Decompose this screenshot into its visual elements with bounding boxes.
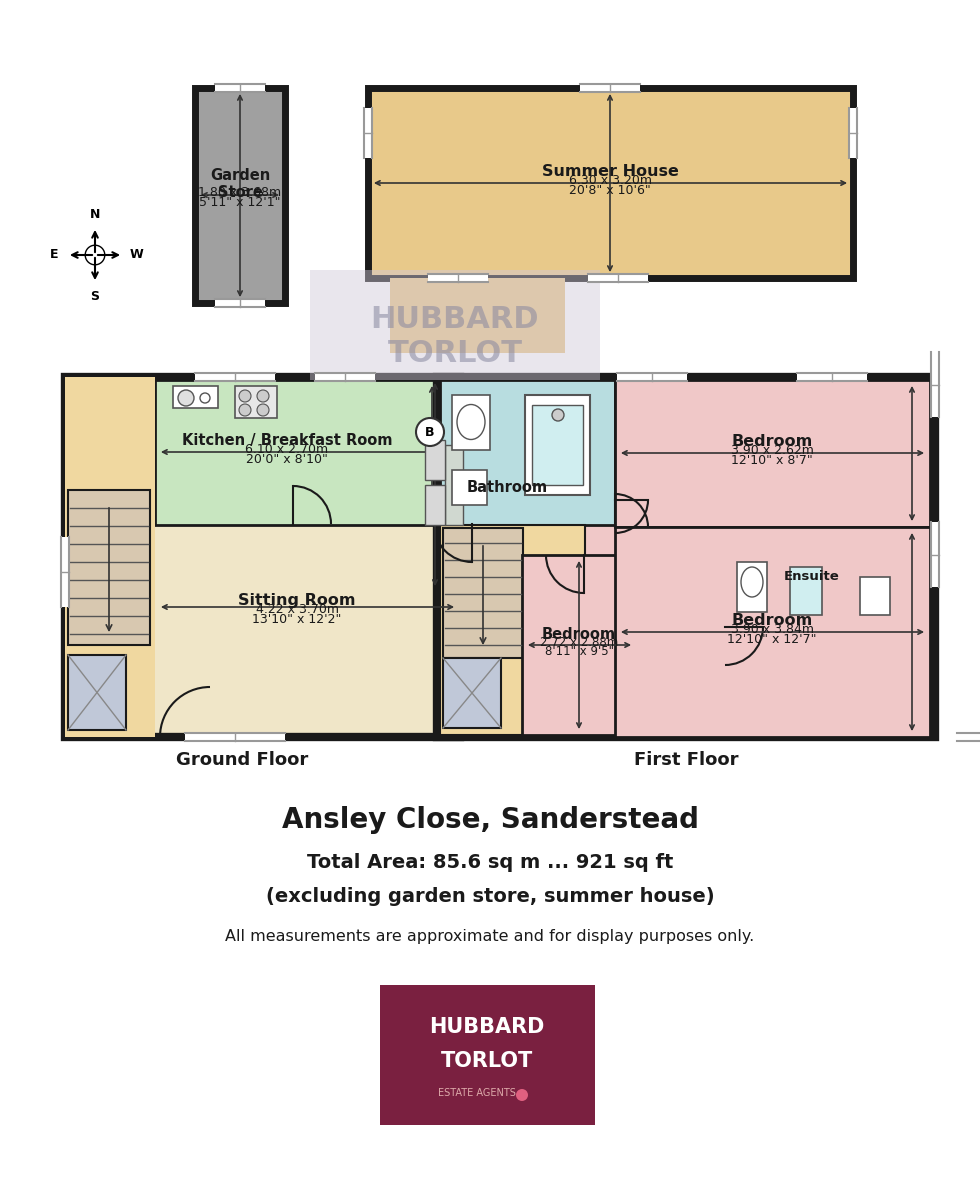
- Text: 13'10" x 12'2": 13'10" x 12'2": [252, 613, 342, 626]
- Bar: [235, 385, 277, 417]
- Bar: [452, 395, 490, 449]
- Text: First Floor: First Floor: [634, 751, 738, 769]
- Bar: [215, 84, 265, 93]
- Bar: [364, 108, 372, 158]
- Bar: [931, 352, 939, 417]
- Bar: [617, 374, 687, 381]
- Bar: [443, 658, 501, 728]
- Bar: [957, 733, 980, 741]
- Text: Bedroom: Bedroom: [731, 613, 812, 629]
- Text: Ansley Close, Sanderstead: Ansley Close, Sanderstead: [281, 806, 699, 834]
- Ellipse shape: [741, 567, 763, 597]
- Text: Garden
Store: Garden Store: [210, 167, 270, 200]
- Bar: [615, 527, 930, 737]
- Bar: [440, 525, 585, 735]
- Bar: [452, 470, 487, 505]
- Text: B: B: [425, 426, 435, 439]
- Bar: [65, 377, 460, 737]
- Bar: [725, 527, 930, 627]
- Text: N: N: [90, 208, 100, 221]
- Circle shape: [257, 404, 269, 416]
- Text: 12'10" x 12'7": 12'10" x 12'7": [727, 633, 816, 646]
- Text: 4.22 x 3.70m: 4.22 x 3.70m: [256, 604, 338, 617]
- Text: TORLOT: TORLOT: [387, 338, 522, 368]
- Text: Bathroom: Bathroom: [466, 480, 548, 496]
- Bar: [522, 555, 637, 735]
- Text: S: S: [90, 289, 100, 302]
- Bar: [437, 377, 935, 737]
- FancyBboxPatch shape: [310, 270, 600, 380]
- Bar: [368, 88, 853, 278]
- Text: E: E: [50, 249, 58, 261]
- Bar: [315, 374, 375, 381]
- Text: 20'8" x 10'6": 20'8" x 10'6": [569, 184, 651, 197]
- Bar: [61, 537, 69, 607]
- Bar: [390, 278, 565, 353]
- Circle shape: [200, 393, 210, 403]
- Bar: [215, 299, 265, 307]
- Bar: [580, 84, 640, 93]
- Text: 8'11" x 9'5": 8'11" x 9'5": [545, 645, 613, 658]
- Text: Total Area: 85.6 sq m ... 921 sq ft: Total Area: 85.6 sq m ... 921 sq ft: [307, 853, 673, 872]
- Ellipse shape: [457, 404, 485, 440]
- Text: Kitchen / Breakfast Room: Kitchen / Breakfast Room: [181, 433, 392, 448]
- Bar: [790, 567, 822, 616]
- Text: Summer House: Summer House: [542, 164, 678, 179]
- Text: Ground Floor: Ground Floor: [175, 751, 308, 769]
- Text: Ensuite: Ensuite: [784, 570, 840, 584]
- Bar: [525, 395, 590, 495]
- Text: 6.10 x 2.70m: 6.10 x 2.70m: [245, 444, 328, 457]
- Bar: [532, 404, 583, 485]
- Bar: [68, 490, 150, 645]
- Text: Sitting Room: Sitting Room: [238, 593, 356, 608]
- Circle shape: [257, 390, 269, 402]
- Text: ESTATE AGENTS: ESTATE AGENTS: [438, 1088, 515, 1098]
- Text: (excluding garden store, summer house): (excluding garden store, summer house): [266, 887, 714, 906]
- Text: 2.72 x 2.88m: 2.72 x 2.88m: [540, 636, 618, 649]
- Bar: [428, 274, 488, 282]
- Text: 3.90 x 2.62m: 3.90 x 2.62m: [730, 445, 813, 457]
- Bar: [737, 562, 767, 612]
- Text: 1.80 x 3.68m: 1.80 x 3.68m: [198, 186, 281, 199]
- Bar: [931, 522, 939, 587]
- Text: W: W: [129, 249, 143, 261]
- Bar: [440, 380, 615, 525]
- Bar: [68, 655, 126, 731]
- Circle shape: [416, 417, 444, 446]
- Bar: [173, 385, 218, 408]
- Bar: [849, 108, 857, 158]
- Circle shape: [178, 390, 194, 406]
- Bar: [860, 578, 890, 616]
- Text: 3.90 x 3.84m: 3.90 x 3.84m: [730, 623, 813, 636]
- Text: Bedroom: Bedroom: [731, 434, 812, 449]
- Text: 5'11" x 12'1": 5'11" x 12'1": [199, 196, 280, 209]
- Text: TORLOT: TORLOT: [441, 1051, 533, 1071]
- Bar: [380, 986, 595, 1126]
- Bar: [185, 733, 285, 741]
- Circle shape: [239, 390, 251, 402]
- Circle shape: [239, 404, 251, 416]
- Bar: [615, 380, 930, 527]
- Text: 6.30 x 3.20m: 6.30 x 3.20m: [568, 174, 652, 187]
- Bar: [445, 445, 463, 525]
- Circle shape: [516, 1089, 528, 1101]
- Circle shape: [85, 246, 105, 264]
- Bar: [797, 374, 867, 381]
- Bar: [155, 380, 450, 525]
- Text: 12'10" x 8'7": 12'10" x 8'7": [731, 454, 812, 467]
- Text: HUBBARD: HUBBARD: [429, 1018, 545, 1037]
- Bar: [195, 88, 285, 302]
- Bar: [65, 377, 155, 737]
- Bar: [443, 528, 523, 658]
- Bar: [425, 485, 445, 525]
- Bar: [588, 274, 648, 282]
- Bar: [195, 374, 275, 381]
- Text: Bedroom: Bedroom: [542, 626, 616, 642]
- Text: All measurements are approximate and for display purposes only.: All measurements are approximate and for…: [225, 930, 755, 944]
- Text: HUBBARD: HUBBARD: [370, 306, 539, 334]
- Bar: [425, 440, 445, 480]
- Circle shape: [552, 409, 564, 421]
- Text: 20'0" x 8'10": 20'0" x 8'10": [246, 453, 328, 466]
